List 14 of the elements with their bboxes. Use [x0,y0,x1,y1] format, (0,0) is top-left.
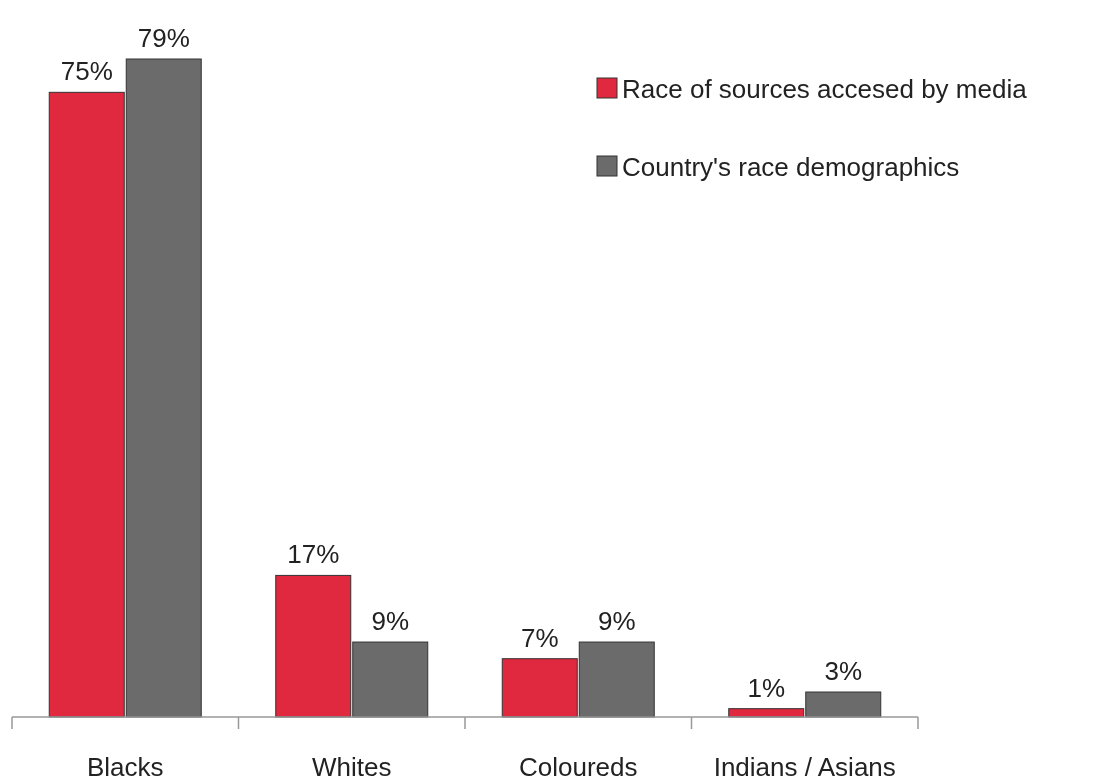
data-label: 75% [60,56,113,87]
legend-label: Country's race demographics [622,152,960,182]
data-label: 9% [371,606,410,637]
x-tick-label: Coloureds [518,752,638,778]
x-tick-label: Indians / Asians [713,752,896,778]
data-label: 1% [747,672,786,703]
data-label: 9% [597,606,636,637]
x-tick-label: Blacks [86,752,164,778]
legend-label: Race of sources accesed by media [622,74,1028,104]
data-label: 79% [137,23,190,53]
data-label: 7% [520,622,559,653]
data-label: 17% [287,539,340,570]
data-label: 3% [824,656,863,687]
x-tick-label: Whites [312,752,392,778]
